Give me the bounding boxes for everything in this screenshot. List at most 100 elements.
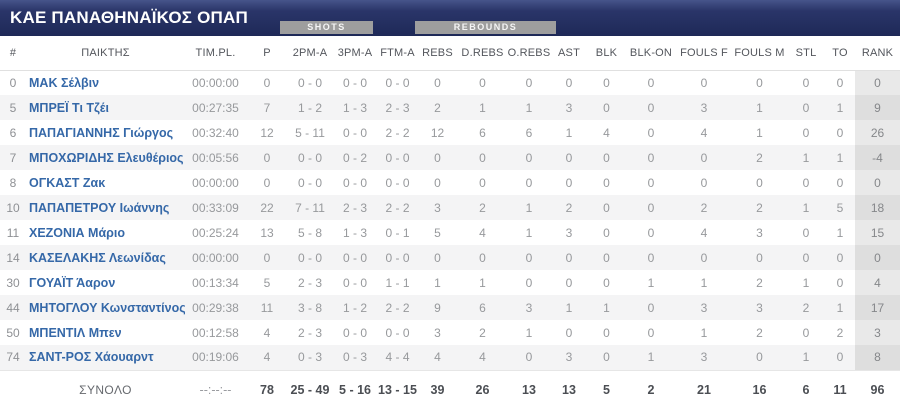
stat-cell-blk: 0 <box>603 100 610 115</box>
player-stats-table: # ΠΑΙΚΤΗΣ TIM.PL. P 2PM-A 3PM-A FTM-A REBS D.REB… <box>0 36 900 410</box>
jersey-number-cell: 8 <box>9 175 17 190</box>
player-name-link[interactable]: ΠΑΠΑΓΙΑΝΝΗΣ Γιώργος <box>29 125 174 140</box>
stat-cell-rank: 26 <box>855 120 900 145</box>
time-played-cell: 00:27:35 <box>192 100 239 115</box>
column-header-ftm_a: FTM-A <box>378 36 417 71</box>
stat-cell-blk: 0 <box>603 275 610 290</box>
stat-cell-d_rebs: 1 <box>479 100 486 115</box>
stat-cell-blk: 1 <box>603 300 610 315</box>
stat-cell-stl: 0 <box>802 175 810 190</box>
stat-cell-points: 13 <box>260 225 274 240</box>
player-name-link[interactable]: ΜΑΚ Σέλβιν <box>29 75 100 90</box>
time-played-cell: 00:33:09 <box>192 200 239 215</box>
stat-cell-stl: 0 <box>802 325 810 340</box>
stat-cell-blk_on: 0 <box>647 300 655 315</box>
table-header: # ΠΑΙΚΤΗΣ TIM.PL. P 2PM-A 3PM-A FTM-A REBS D.REB… <box>0 36 900 71</box>
stat-cell-stl: 0 <box>802 75 810 90</box>
stat-cell-o_rebs: 1 <box>525 325 533 340</box>
stat-cell-ast: 3 <box>565 100 573 115</box>
stat-cell-2pm_a: 1 - 2 <box>297 100 322 115</box>
stat-cell-blk_on: 1 <box>647 275 655 290</box>
stat-cell-2pm_a: 0 - 0 <box>297 150 322 165</box>
totals-cell-ftm_a: 13 - 15 <box>378 369 417 410</box>
column-header-ast: AST <box>551 36 587 71</box>
stat-cell-rebs: 4 <box>434 350 441 365</box>
time-played-cell: 00:12:58 <box>192 325 239 340</box>
player-row: 7 ΜΠΟΧΩΡΙΔΗΣ Ελευθέριος 00:05:56 0 0 - 0 0 - … <box>0 145 900 170</box>
stat-cell-fouls_m: 3 <box>756 225 763 240</box>
stat-cell-fouls_f: 2 <box>700 200 708 215</box>
column-header-rank: RANK <box>855 36 900 71</box>
stat-cell-ftm_a: 2 - 2 <box>385 300 410 315</box>
stat-cell-2pm_a: 5 - 11 <box>295 125 325 140</box>
table-footer: ΣΥΝΟΛΟ --:--:-- 78 25 - 49 5 - 16 13 - 15 39 26… <box>0 369 900 410</box>
player-name-link[interactable]: ΣΑΝΤ-ΡΟΣ Χάουαρντ <box>29 350 154 365</box>
player-name-link[interactable]: ΜΠΕΝΤΙΛ Μπεν <box>29 325 122 340</box>
stat-cell-ast: 0 <box>565 250 573 265</box>
player-name-link[interactable]: ΠΑΠΑΠΕΤΡΟΥ Ιωάννης <box>29 200 170 215</box>
stat-cell-o_rebs: 0 <box>525 350 533 365</box>
stat-cell-ftm_a: 2 - 3 <box>385 100 410 115</box>
stat-cell-o_rebs: 0 <box>525 75 533 90</box>
stat-cell-points: 0 <box>263 150 271 165</box>
player-name-link[interactable]: ΚΑΣΕΛΑΚΗΣ Λεωνίδας <box>29 250 166 265</box>
time-played-cell: 00:05:56 <box>192 150 239 165</box>
stat-cell-2pm_a: 2 - 3 <box>297 275 322 290</box>
stat-cell-rank: 0 <box>855 245 900 270</box>
stat-cell-to: 0 <box>836 275 844 290</box>
stat-cell-fouls_f: 3 <box>700 100 708 115</box>
stat-cell-points: 12 <box>260 125 274 140</box>
stat-cell-fouls_f: 1 <box>700 275 708 290</box>
stat-cell-fouls_m: 0 <box>756 75 763 90</box>
stat-cell-d_rebs: 1 <box>479 275 486 290</box>
stat-cell-points: 0 <box>263 250 271 265</box>
player-name-link[interactable]: ΜΠΟΧΩΡΙΔΗΣ Ελευθέριος <box>29 150 184 165</box>
stat-cell-d_rebs: 6 <box>479 300 486 315</box>
totals-cell-blk_on: 2 <box>626 369 676 410</box>
stat-cell-blk_on: 0 <box>647 250 655 265</box>
stat-cell-ftm_a: 1 - 1 <box>385 275 410 290</box>
player-name-link[interactable]: ΜΠΡΕΪ Τι Τζέι <box>29 100 109 115</box>
column-header-3pm_a: 3PM-A <box>332 36 378 71</box>
stat-cell-rank: 15 <box>855 220 900 245</box>
totals-cell-2pm_a: 25 - 49 <box>288 369 332 410</box>
stat-cell-d_rebs: 0 <box>479 150 486 165</box>
stat-cell-o_rebs: 1 <box>525 200 533 215</box>
player-name-link[interactable]: ΓΟΥΑΪΤ Άαρον <box>29 275 116 290</box>
stat-cell-blk_on: 0 <box>647 175 655 190</box>
player-row: 6 ΠΑΠΑΓΙΑΝΝΗΣ Γιώργος 00:32:40 12 5 - 11 0 - … <box>0 120 900 145</box>
stat-cell-points: 22 <box>260 200 274 215</box>
player-name-link[interactable]: ΧΕΖΟΝΙΑ Μάριο <box>29 225 125 240</box>
player-name-link[interactable]: ΜΗΤΟΓΛΟΥ Κωνσταντίνος <box>29 300 185 315</box>
column-header-o_rebs: O.REBS <box>507 36 551 71</box>
stat-cell-fouls_f: 1 <box>700 325 708 340</box>
stat-cell-fouls_f: 0 <box>700 175 708 190</box>
time-played-cell: 00:32:40 <box>192 125 239 140</box>
stat-cell-fouls_m: 1 <box>756 100 763 115</box>
stat-cell-rebs: 0 <box>434 75 441 90</box>
stat-cell-rebs: 12 <box>430 125 445 140</box>
stat-cell-blk: 0 <box>603 325 610 340</box>
totals-cell-3pm_a: 5 - 16 <box>332 369 378 410</box>
stat-cell-points: 7 <box>263 100 271 115</box>
stat-cell-stl: 0 <box>802 100 810 115</box>
totals-cell-blk: 5 <box>587 369 626 410</box>
totals-cell-to: 11 <box>825 369 855 410</box>
stat-cell-ast: 0 <box>565 275 573 290</box>
stat-cell-to: 0 <box>836 125 844 140</box>
stat-cell-points: 0 <box>263 175 271 190</box>
stat-cell-to: 0 <box>836 350 844 365</box>
totals-cell-o_rebs: 13 <box>507 369 551 410</box>
time-played-cell: 00:00:00 <box>192 75 239 90</box>
stat-cell-fouls_m: 3 <box>756 300 763 315</box>
stat-cell-2pm_a: 2 - 3 <box>297 325 322 340</box>
column-header-time_played: TIM.PL. <box>185 36 246 71</box>
stat-cell-rank: 0 <box>855 70 900 95</box>
player-name-link[interactable]: ΟΓΚΑΣΤ Ζακ <box>29 175 106 190</box>
stat-cell-ftm_a: 0 - 0 <box>385 175 410 190</box>
column-header-d_rebs: D.REBS <box>458 36 507 71</box>
stat-cell-to: 0 <box>836 250 844 265</box>
stat-cell-blk_on: 0 <box>647 75 655 90</box>
